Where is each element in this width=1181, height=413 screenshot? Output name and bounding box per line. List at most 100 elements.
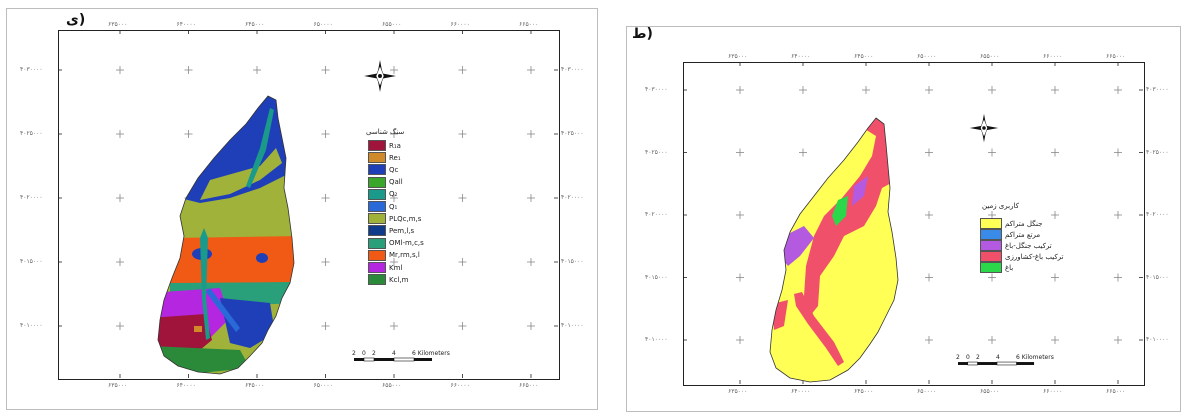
x-tick-label: ۶۵۰۰۰۰ (313, 21, 333, 28)
grid-cross (736, 86, 744, 94)
grid-cross (988, 86, 996, 94)
scale-bar-left (354, 357, 432, 362)
x-tick-label: ۶۶۵۰۰۰ (1106, 53, 1126, 60)
legend-label: باغ (1005, 263, 1014, 272)
x-tick-label: ۶۵۰۰۰۰ (917, 53, 937, 60)
legend-label: Mr,rm,s,l (389, 251, 420, 260)
grid-cross (390, 258, 398, 266)
grid-cross (527, 258, 535, 266)
landuse-map (769, 117, 899, 383)
x-tick-label: ۶۴۰۰۰۰ (791, 53, 811, 60)
grid-cross (184, 130, 193, 138)
legend-label: R₁a (389, 141, 401, 150)
y-tick-label: ۴۰۲۵۰۰۰ (561, 130, 584, 137)
y-tick-label: ۴۰۱۵۰۰۰ (20, 258, 43, 265)
grid-cross (253, 66, 261, 74)
grid-cross (736, 211, 744, 219)
x-tick-label: ۶۴۰۰۰۰ (176, 382, 196, 389)
y-tick-label: ۴۰۱۰۰۰۰ (1146, 336, 1169, 343)
legend-item: Q₁ (368, 201, 397, 212)
grid-cross (527, 194, 535, 202)
legend-item: R₁a (368, 140, 401, 151)
panel-label-right: ط) (632, 26, 653, 42)
legend-swatch (368, 213, 386, 225)
x-tick-label: ۶۳۵۰۰۰ (108, 21, 128, 28)
grid-cross (116, 194, 124, 202)
x-tick-label: ۶۶۰۰۰۰ (450, 21, 470, 28)
legend-item: OMl-m,c,s (368, 237, 424, 249)
legend-title-landuse: کاربری زمین (982, 202, 1019, 210)
grid-cross (1051, 148, 1059, 157)
legend-swatch (368, 201, 386, 212)
legend-label: Q₁ (389, 202, 398, 211)
map-frame-geology (58, 30, 560, 380)
legend-swatch (368, 274, 386, 286)
geology-map (157, 95, 295, 375)
legend-item: جنگل متراکم (980, 218, 1043, 229)
y-tick-label: ۴۰۳۰۰۰۰ (1146, 86, 1169, 93)
grid-cross (1051, 336, 1059, 344)
legend-swatch (368, 249, 386, 261)
scale-label: 4 (996, 354, 1000, 361)
grid-cross (458, 66, 467, 74)
grid-cross (458, 130, 467, 138)
legend-swatch (368, 225, 386, 237)
scale-label: 2 (352, 350, 356, 357)
x-tick-label: ۶۵۵۰۰۰ (382, 21, 402, 28)
x-tick-label: ۶۳۵۰۰۰ (728, 53, 748, 60)
grid-cross (116, 258, 124, 266)
y-tick-label: ۴۰۳۰۰۰۰ (645, 86, 668, 93)
x-tick-label: ۶۴۰۰۰۰ (176, 21, 196, 28)
scale-label: 0 (966, 354, 970, 361)
grid-cross (925, 86, 933, 94)
grid-cross (799, 148, 807, 157)
legend-item: Re₁ (368, 152, 401, 164)
legend-label: ترکیب باغ-کشاورزی (1005, 252, 1064, 261)
grid-cross (458, 322, 467, 330)
legend-swatch (980, 218, 1002, 229)
scale-label: 0 (362, 350, 366, 357)
grid-cross (1114, 211, 1122, 219)
x-tick-label: ۶۵۰۰۰۰ (313, 382, 333, 389)
y-tick-label: ۴۰۲۰۰۰۰ (645, 211, 668, 218)
x-tick-label: ۶۳۵۰۰۰ (728, 388, 748, 395)
grid-cross (321, 66, 330, 74)
grid-cross (988, 211, 996, 219)
grid-cross (736, 336, 744, 344)
legend-item: Qall (368, 176, 403, 188)
y-tick-label: ۴۰۳۰۰۰۰ (20, 66, 43, 73)
grid-cross (925, 211, 933, 219)
legend-swatch (368, 188, 386, 200)
legend-label: Kml (389, 263, 403, 272)
grid-cross (736, 148, 744, 157)
y-tick-label: ۴۰۲۵۰۰۰ (645, 148, 668, 156)
scale-label: 6 Kilometers (412, 350, 450, 357)
y-tick-label: ۴۰۱۰۰۰۰ (561, 322, 584, 329)
legend-label: OMl-m,c,s (389, 239, 424, 248)
grid-cross (1114, 273, 1122, 282)
legend-label: ترکیب جنگل-باغ (1005, 241, 1052, 250)
grid-cross (925, 148, 933, 157)
x-tick-label: ۶۶۵۰۰۰ (519, 21, 539, 28)
scale-label: 2 (372, 350, 376, 357)
map-frame-landuse (683, 62, 1145, 386)
legend-swatch (368, 152, 386, 164)
legend-swatch (368, 176, 386, 188)
legend-swatch (368, 164, 386, 176)
y-tick-label: ۴۰۱۰۰۰۰ (20, 322, 43, 329)
scale-bar-right (958, 361, 1035, 366)
legend-item: ترکیب جنگل-باغ (980, 240, 1052, 251)
x-tick-label: ۶۴۵۰۰۰ (854, 388, 874, 395)
x-tick-label: ۶۶۰۰۰۰ (450, 382, 470, 389)
grid-cross (390, 322, 398, 330)
grid-cross (184, 66, 193, 74)
grid-cross (321, 258, 330, 266)
grid-cross (527, 66, 535, 74)
y-tick-label: ۴۰۲۵۰۰۰ (20, 130, 43, 137)
grid-cross (321, 130, 330, 138)
scale-label: 2 (976, 354, 980, 361)
legend-item: Kml (368, 262, 402, 273)
grid-cross (988, 148, 996, 157)
grid-cross (1051, 211, 1059, 219)
grid-cross (736, 273, 744, 282)
